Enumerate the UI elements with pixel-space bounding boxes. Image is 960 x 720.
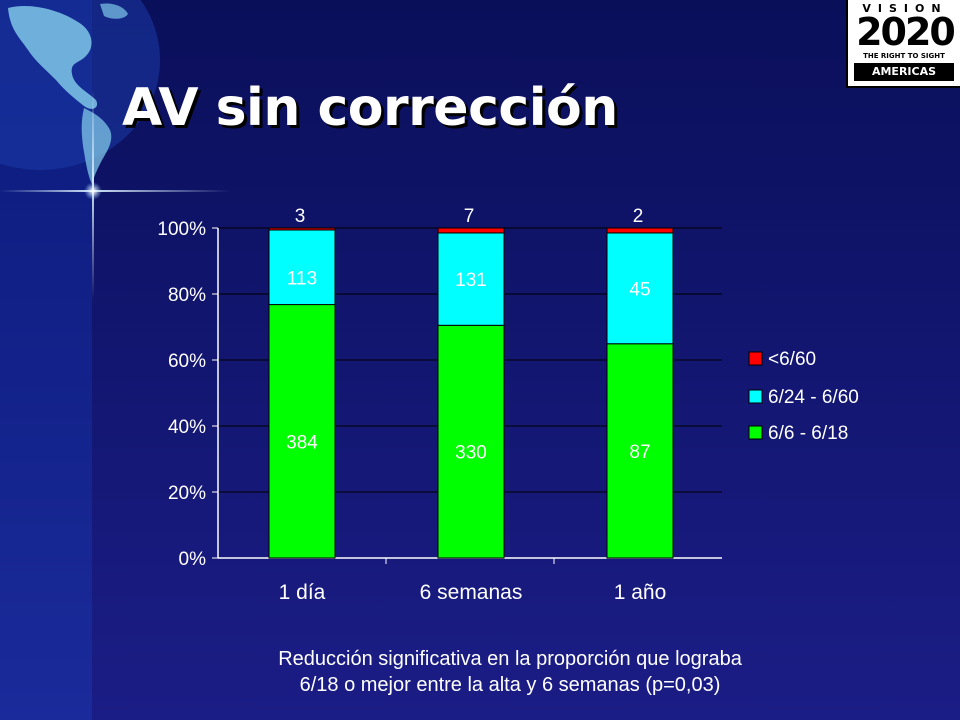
bar-segment — [437, 232, 505, 326]
data-label: 3 — [295, 206, 306, 227]
logo-year: 2020 — [856, 10, 956, 54]
y-tick-label: 40% — [168, 417, 206, 438]
legend-swatch — [748, 425, 763, 440]
logo-region: AMERICAS — [854, 63, 954, 81]
y-tick-label: 60% — [168, 351, 206, 372]
slide-title: AV sin corrección — [122, 78, 618, 138]
bar-segment — [268, 229, 336, 306]
vision-2020-logo: VISION 2020 THE RIGHT TO SIGHT AMERICAS — [846, 0, 960, 88]
data-label: 384 — [286, 432, 318, 453]
y-tick-label: 0% — [179, 549, 207, 570]
data-label: 45 — [629, 279, 650, 300]
legend-swatch — [748, 351, 763, 366]
y-tick-label: 100% — [157, 219, 206, 240]
data-label: 330 — [455, 443, 487, 464]
data-label: 87 — [629, 442, 650, 463]
light-flare-center — [84, 182, 102, 200]
caption-line-2: 6/18 o mejor entre la alta y 6 semanas (… — [299, 674, 721, 696]
data-label: 131 — [455, 270, 487, 291]
globe-graphic — [0, 0, 160, 184]
x-tick-label: 6 semanas — [420, 581, 523, 604]
bar-segment — [606, 343, 674, 559]
legend-label: 6/6 - 6/18 — [768, 423, 848, 444]
x-tick-label: 1 año — [614, 581, 667, 604]
bar-segment — [268, 304, 336, 559]
bar-segment — [606, 227, 674, 234]
y-tick-label: 80% — [168, 285, 206, 306]
caption-line-1: Reducción significativa en la proporción… — [278, 648, 742, 670]
data-label: 2 — [633, 206, 644, 227]
legend-label: 6/24 - 6/60 — [768, 387, 859, 408]
bar-segment — [268, 227, 336, 231]
logo-word: VISION — [862, 2, 948, 15]
data-label: 7 — [464, 206, 475, 227]
slide-caption: Reducción significativa en la proporción… — [150, 646, 870, 698]
legend-label: <6/60 — [768, 349, 816, 370]
data-label: 113 — [287, 268, 317, 289]
x-tick-label: 1 día — [279, 581, 326, 604]
bar-segment — [437, 227, 505, 234]
logo-tagline: THE RIGHT TO SIGHT — [863, 52, 945, 60]
y-tick-label: 20% — [168, 483, 206, 504]
bar-segment — [437, 324, 505, 559]
bar-segment — [606, 232, 674, 345]
legend-swatch — [748, 389, 763, 404]
light-flare-horizontal — [0, 190, 230, 192]
